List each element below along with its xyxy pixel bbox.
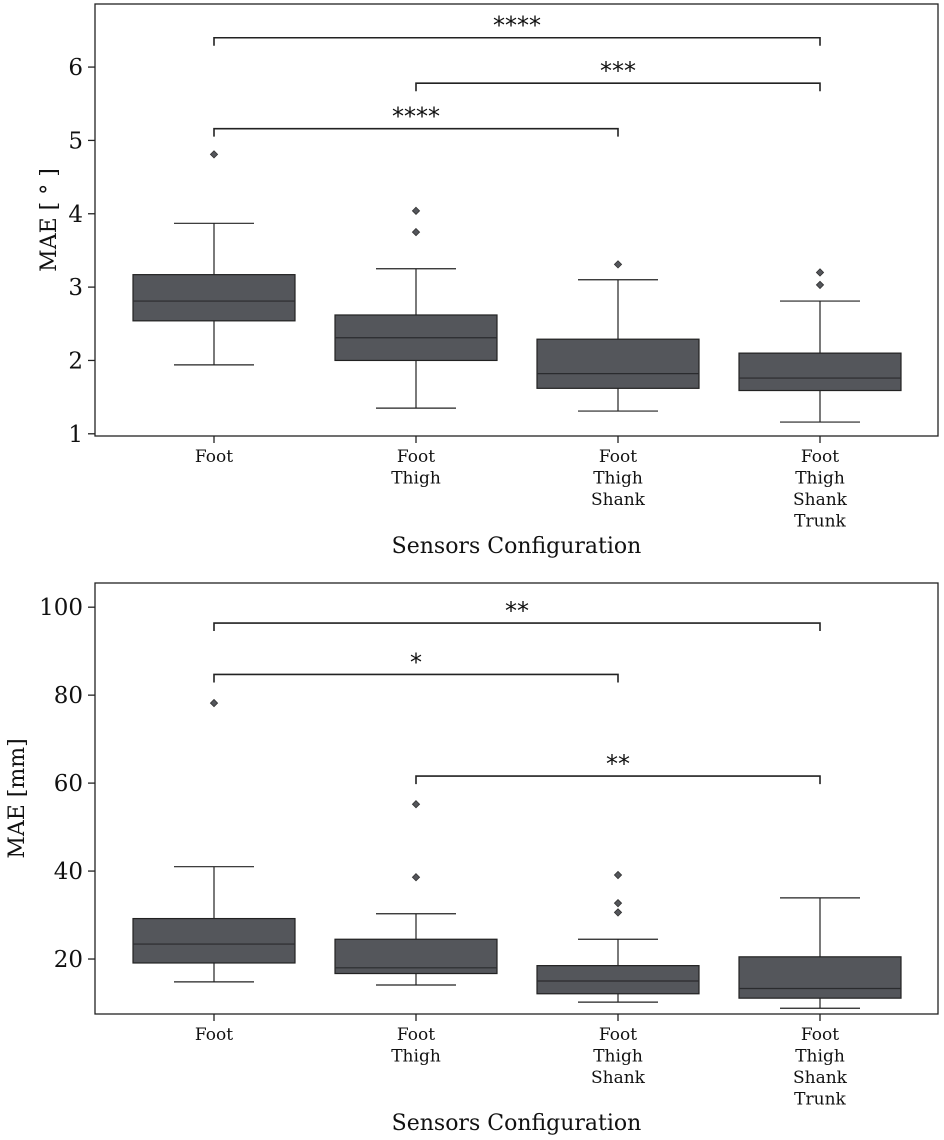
outlier-point <box>613 908 623 917</box>
x-category-label: Foot <box>801 447 839 467</box>
iqr-box <box>132 274 296 322</box>
iqr-box <box>536 338 700 389</box>
significance-label: **** <box>392 103 440 131</box>
x-category-label: Thigh <box>593 469 643 489</box>
x-category-label: Thigh <box>593 1047 643 1067</box>
x-category-label: Foot <box>397 1025 435 1045</box>
outlier-point <box>411 227 421 237</box>
y-tick-label: 40 <box>54 859 83 885</box>
x-category-label: Thigh <box>391 469 441 489</box>
y-axis-title: MAE [ ° ] <box>37 168 62 272</box>
plot-frame <box>94 582 939 1015</box>
x-axis-title: Sensors Configuration <box>392 1111 642 1136</box>
outlier-point <box>613 260 623 269</box>
x-category-label: Shank <box>591 490 646 510</box>
outlier-point <box>209 150 219 159</box>
x-category-label: Foot <box>599 1025 637 1045</box>
outlier-point <box>411 206 421 215</box>
outlier-point <box>613 899 623 908</box>
outlier-point <box>613 870 623 880</box>
y-tick-label: 1 <box>68 422 83 448</box>
y-tick-label: 5 <box>68 128 83 154</box>
x-category-label: Shank <box>793 1068 848 1088</box>
significance-bracket <box>213 36 821 46</box>
plot-frame <box>94 3 939 437</box>
outlier-point <box>209 698 219 708</box>
y-tick-label: 60 <box>54 771 83 797</box>
iqr-box <box>536 965 700 995</box>
outlier-point <box>815 280 825 290</box>
x-category-label: Foot <box>397 447 435 467</box>
significance-label: ** <box>606 750 630 778</box>
iqr-box <box>738 352 902 392</box>
significance-label: *** <box>600 57 636 85</box>
x-category-label: Foot <box>195 1025 233 1045</box>
y-tick-label: 80 <box>54 683 83 709</box>
x-category-label: Thigh <box>795 469 845 489</box>
significance-bracket <box>415 82 821 92</box>
significance-bracket <box>415 775 821 785</box>
x-category-label: Trunk <box>794 1090 846 1110</box>
significance-bracket <box>213 622 821 632</box>
x-category-label: Shank <box>793 490 848 510</box>
x-category-label: Thigh <box>391 1047 441 1067</box>
y-tick-label: 20 <box>54 947 83 973</box>
outlier-point <box>411 873 421 882</box>
y-tick-label: 2 <box>68 348 83 374</box>
x-category-label: Thigh <box>795 1047 845 1067</box>
y-tick-label: 4 <box>68 202 83 228</box>
y-tick-label: 3 <box>68 275 83 301</box>
x-category-label: Foot <box>195 447 233 467</box>
x-axis-title: Sensors Configuration <box>392 534 642 559</box>
y-axis-title: MAE [mm] <box>5 738 30 858</box>
significance-bracket <box>213 673 619 683</box>
x-category-label: Foot <box>599 447 637 467</box>
iqr-box <box>738 956 902 999</box>
significance-bracket <box>213 127 619 137</box>
y-tick-label: 6 <box>68 55 83 81</box>
outlier-point <box>411 800 421 809</box>
significance-label: * <box>410 648 422 676</box>
significance-label: ** <box>505 597 529 625</box>
outlier-point <box>815 268 825 277</box>
y-tick-label: 100 <box>39 595 83 621</box>
iqr-box <box>132 917 296 964</box>
significance-label: **** <box>493 12 541 40</box>
x-category-label: Shank <box>591 1068 646 1088</box>
x-category-label: Foot <box>801 1025 839 1045</box>
x-category-label: Trunk <box>794 512 846 532</box>
